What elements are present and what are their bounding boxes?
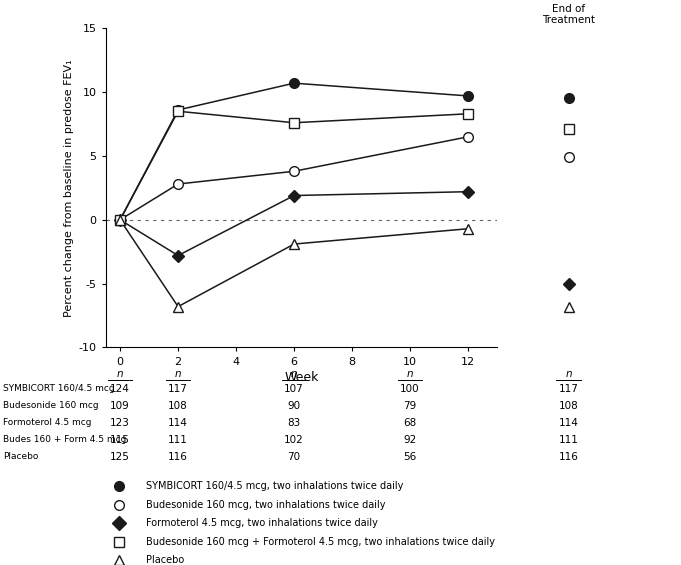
Text: 92: 92 — [403, 434, 417, 445]
Text: 83: 83 — [287, 418, 301, 428]
Text: Budesonide 160 mcg: Budesonide 160 mcg — [3, 401, 99, 410]
Text: SYMBICORT 160/4.5 mcg, two inhalations twice daily: SYMBICORT 160/4.5 mcg, two inhalations t… — [146, 481, 404, 491]
Text: 114: 114 — [168, 418, 188, 428]
Text: 111: 111 — [558, 434, 579, 445]
Text: SYMBICORT 160/4.5 mcg: SYMBICORT 160/4.5 mcg — [3, 384, 115, 393]
Y-axis label: Percent change from baseline in predose FEV₁: Percent change from baseline in predose … — [65, 59, 74, 316]
Text: 117: 117 — [558, 384, 579, 394]
Text: 108: 108 — [558, 401, 579, 411]
Text: 70: 70 — [287, 451, 300, 462]
Text: End of
Treatment: End of Treatment — [542, 4, 595, 25]
Text: n: n — [407, 368, 413, 379]
Text: Formoterol 4.5 mcg: Formoterol 4.5 mcg — [3, 418, 92, 427]
Text: Budesonide 160 mcg + Formoterol 4.5 mcg, two inhalations twice daily: Budesonide 160 mcg + Formoterol 4.5 mcg,… — [146, 537, 495, 547]
Text: 79: 79 — [403, 401, 417, 411]
Text: 100: 100 — [400, 384, 420, 394]
Text: 102: 102 — [284, 434, 304, 445]
Text: 68: 68 — [403, 418, 417, 428]
Text: 116: 116 — [558, 451, 579, 462]
Text: 123: 123 — [110, 418, 130, 428]
Text: n: n — [175, 368, 181, 379]
Text: 117: 117 — [168, 384, 188, 394]
Text: 114: 114 — [558, 418, 579, 428]
Text: 125: 125 — [110, 451, 130, 462]
Text: 115: 115 — [110, 434, 130, 445]
Text: 124: 124 — [110, 384, 130, 394]
Text: 108: 108 — [168, 401, 188, 411]
Text: 109: 109 — [110, 401, 130, 411]
Text: n: n — [291, 368, 298, 379]
Text: Formoterol 4.5 mcg, two inhalations twice daily: Formoterol 4.5 mcg, two inhalations twic… — [146, 518, 378, 528]
Text: n: n — [565, 368, 572, 379]
Text: Placebo: Placebo — [3, 452, 39, 461]
Text: 107: 107 — [284, 384, 304, 394]
Text: 56: 56 — [403, 451, 417, 462]
Text: 90: 90 — [287, 401, 300, 411]
Text: n: n — [116, 368, 123, 379]
Text: 116: 116 — [168, 451, 188, 462]
Text: Budes 160 + Form 4.5 mcg: Budes 160 + Form 4.5 mcg — [3, 435, 127, 444]
Text: Placebo: Placebo — [146, 555, 185, 565]
Text: 111: 111 — [168, 434, 188, 445]
Text: Budesonide 160 mcg, two inhalations twice daily: Budesonide 160 mcg, two inhalations twic… — [146, 499, 386, 510]
X-axis label: Week: Week — [284, 371, 319, 384]
